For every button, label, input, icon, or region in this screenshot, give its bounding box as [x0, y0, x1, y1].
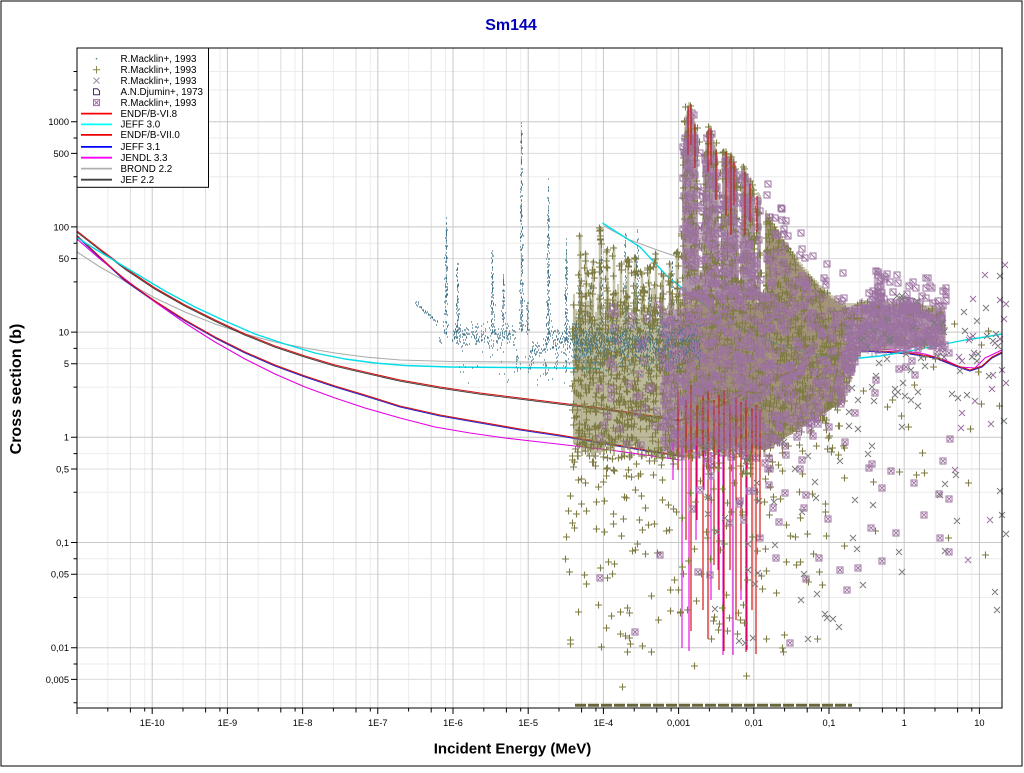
svg-text:Cross section (b): Cross section (b)	[8, 324, 25, 455]
svg-text:1E-9: 1E-9	[218, 718, 238, 728]
svg-text:0,5: 0,5	[56, 464, 69, 474]
svg-text:0,01: 0,01	[51, 643, 69, 653]
svg-text:100: 100	[53, 222, 69, 232]
svg-text:R.Macklin+, 1993: R.Macklin+, 1993	[121, 54, 198, 65]
svg-text:0,1: 0,1	[56, 538, 69, 548]
svg-text:5: 5	[64, 359, 69, 369]
svg-text:10: 10	[974, 718, 984, 728]
svg-text:BROND 2.2: BROND 2.2	[121, 164, 173, 175]
svg-text:A.N.Djumin+, 1973: A.N.Djumin+, 1973	[121, 87, 204, 98]
svg-text:R.Macklin+, 1993: R.Macklin+, 1993	[121, 98, 198, 109]
svg-text:JEF 2.2: JEF 2.2	[121, 175, 155, 186]
svg-text:1E-4: 1E-4	[594, 718, 614, 728]
svg-text:ENDF/B-VII.0: ENDF/B-VII.0	[121, 130, 181, 141]
svg-text:1E-8: 1E-8	[293, 718, 313, 728]
svg-text:ENDF/B-VI.8: ENDF/B-VI.8	[121, 109, 178, 120]
svg-text:1: 1	[64, 433, 69, 443]
svg-text:50: 50	[59, 254, 69, 264]
svg-text:0,005: 0,005	[46, 675, 69, 685]
svg-text:JEFF 3.1: JEFF 3.1	[121, 142, 161, 153]
svg-text:500: 500	[53, 149, 69, 159]
svg-text:0,001: 0,001	[667, 718, 690, 728]
svg-text:1: 1	[902, 718, 907, 728]
svg-text:Sm144: Sm144	[485, 17, 537, 34]
svg-text:0,01: 0,01	[745, 718, 763, 728]
svg-text:0,05: 0,05	[51, 570, 69, 580]
svg-text:1E-6: 1E-6	[443, 718, 463, 728]
svg-text:1E-10: 1E-10	[140, 718, 165, 728]
svg-text:Incident Energy (MeV): Incident Energy (MeV)	[434, 741, 592, 758]
svg-text:1000: 1000	[48, 117, 69, 127]
svg-text:R.Macklin+, 1993: R.Macklin+, 1993	[121, 65, 198, 76]
svg-text:1E-5: 1E-5	[518, 718, 538, 728]
svg-text:10: 10	[59, 328, 69, 338]
svg-text:R.Macklin+, 1993: R.Macklin+, 1993	[121, 76, 198, 87]
svg-text:0,1: 0,1	[823, 718, 836, 728]
svg-text:1E-7: 1E-7	[368, 718, 388, 728]
svg-text:JEFF 3.0: JEFF 3.0	[121, 120, 161, 131]
svg-text:JENDL 3.3: JENDL 3.3	[121, 153, 169, 164]
